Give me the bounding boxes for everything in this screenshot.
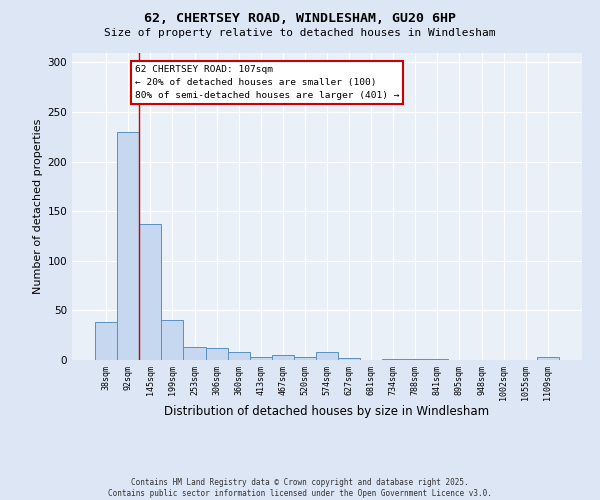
Bar <box>250 357 272 360</box>
Text: 62, CHERTSEY ROAD, WINDLESHAM, GU20 6HP: 62, CHERTSEY ROAD, WINDLESHAM, GU20 6HP <box>144 12 456 26</box>
Bar <box>139 224 161 360</box>
Bar <box>272 355 294 360</box>
Bar <box>382 359 404 360</box>
Bar <box>404 359 427 360</box>
Text: Contains HM Land Registry data © Crown copyright and database right 2025.
Contai: Contains HM Land Registry data © Crown c… <box>108 478 492 498</box>
Bar <box>227 352 250 360</box>
Bar <box>294 357 316 360</box>
Bar <box>316 352 338 360</box>
X-axis label: Distribution of detached houses by size in Windlesham: Distribution of detached houses by size … <box>164 406 490 418</box>
Bar <box>206 348 227 360</box>
Text: Size of property relative to detached houses in Windlesham: Size of property relative to detached ho… <box>104 28 496 38</box>
Bar <box>427 359 448 360</box>
Bar <box>95 322 117 360</box>
Bar <box>184 347 206 360</box>
Y-axis label: Number of detached properties: Number of detached properties <box>33 118 43 294</box>
Text: 62 CHERTSEY ROAD: 107sqm
← 20% of detached houses are smaller (100)
80% of semi-: 62 CHERTSEY ROAD: 107sqm ← 20% of detach… <box>135 65 400 100</box>
Bar <box>338 358 360 360</box>
Bar <box>537 357 559 360</box>
Bar <box>161 320 184 360</box>
Bar <box>117 132 139 360</box>
